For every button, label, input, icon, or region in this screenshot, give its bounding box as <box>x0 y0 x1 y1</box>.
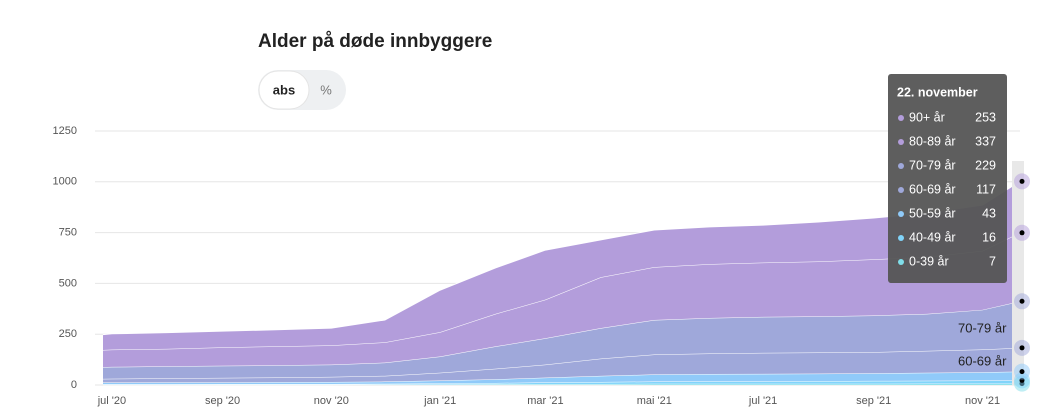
x-tick-label: mai '21 <box>637 395 672 407</box>
legend-label: 40-49 år <box>909 230 956 244</box>
hover-dot <box>1019 298 1025 304</box>
tooltip-value: 16 <box>982 230 996 244</box>
toggle-active[interactable] <box>258 70 310 110</box>
hover-dot <box>1019 178 1025 184</box>
y-tick-label: 0 <box>71 379 77 391</box>
toggle-percent[interactable]: % <box>320 82 332 97</box>
legend-label: 50-59 år <box>909 206 956 220</box>
y-tick-label: 1250 <box>53 125 77 137</box>
x-tick-label: nov '21 <box>965 395 1000 407</box>
hover-dot <box>1019 345 1025 351</box>
legend-dot <box>898 163 904 169</box>
area <box>103 232 1020 368</box>
y-tick-label: 500 <box>59 277 77 289</box>
tooltip-value: 7 <box>989 254 996 268</box>
x-tick-label: jul '21 <box>748 395 777 407</box>
tooltip-value: 337 <box>975 134 996 148</box>
area <box>103 347 1020 383</box>
hover-band <box>1012 161 1024 385</box>
legend-label: 0-39 år <box>909 254 949 268</box>
hover-dot <box>1019 369 1025 375</box>
legend-dot <box>898 187 904 193</box>
y-tick-label: 250 <box>59 328 77 340</box>
legend-dot <box>898 115 904 121</box>
legend-dot <box>898 259 904 265</box>
area <box>103 371 1020 385</box>
toggle-abs[interactable]: abs <box>273 82 295 97</box>
area-edge <box>102 180 1021 336</box>
tooltip-value: 43 <box>982 206 996 220</box>
legend-label: 90+ år <box>909 110 945 124</box>
tooltip <box>888 74 1007 283</box>
hover-dot <box>1019 230 1025 236</box>
end-label: 60-69 år <box>958 353 1007 368</box>
legend-dot <box>898 139 904 145</box>
x-tick-label: jan '21 <box>423 395 456 407</box>
tooltip-value: 229 <box>975 158 996 172</box>
tooltip-title: 22. november <box>897 85 978 99</box>
y-tick-label: 750 <box>59 227 77 239</box>
tooltip-value: 253 <box>975 110 996 124</box>
chart-title: Alder på døde innbyggere <box>258 31 492 52</box>
x-tick-label: mar '21 <box>527 395 563 407</box>
x-tick-label: jul '20 <box>97 395 126 407</box>
tooltip-value: 117 <box>976 182 996 196</box>
x-tick-label: sep '21 <box>856 395 891 407</box>
area <box>103 301 1020 379</box>
legend-label: 60-69 år <box>909 182 956 196</box>
end-label: 70-79 år <box>958 320 1007 335</box>
x-tick-label: sep '20 <box>205 395 240 407</box>
x-tick-label: nov '20 <box>314 395 349 407</box>
y-tick-label: 1000 <box>53 176 77 188</box>
legend-label: 70-79 år <box>909 158 956 172</box>
legend-dot <box>898 211 904 217</box>
legend-label: 80-89 år <box>909 134 956 148</box>
legend-dot <box>898 235 904 241</box>
